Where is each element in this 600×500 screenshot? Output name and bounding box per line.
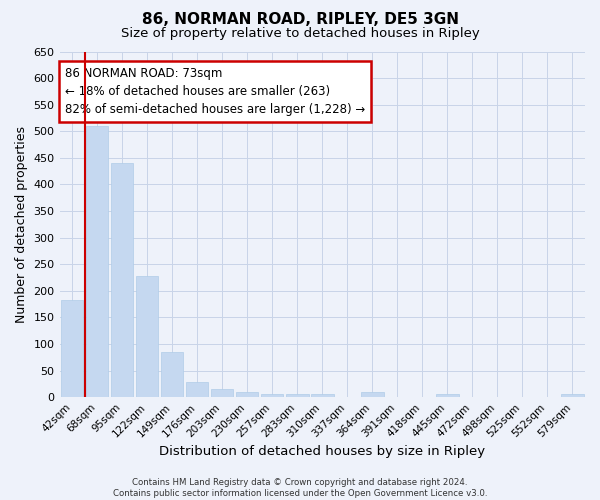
Bar xyxy=(211,389,233,397)
Bar xyxy=(236,392,259,397)
Text: Size of property relative to detached houses in Ripley: Size of property relative to detached ho… xyxy=(121,28,479,40)
Bar xyxy=(286,394,308,397)
X-axis label: Distribution of detached houses by size in Ripley: Distribution of detached houses by size … xyxy=(159,444,485,458)
Bar xyxy=(61,300,83,397)
Text: 86, NORMAN ROAD, RIPLEY, DE5 3GN: 86, NORMAN ROAD, RIPLEY, DE5 3GN xyxy=(142,12,458,28)
Text: 86 NORMAN ROAD: 73sqm
← 18% of detached houses are smaller (263)
82% of semi-det: 86 NORMAN ROAD: 73sqm ← 18% of detached … xyxy=(65,67,365,116)
Bar xyxy=(111,163,133,397)
Bar xyxy=(361,392,383,397)
Text: Contains HM Land Registry data © Crown copyright and database right 2024.
Contai: Contains HM Land Registry data © Crown c… xyxy=(113,478,487,498)
Bar xyxy=(86,126,109,397)
Bar xyxy=(186,382,208,397)
Bar xyxy=(561,394,584,397)
Bar xyxy=(311,394,334,397)
Bar xyxy=(436,394,458,397)
Bar xyxy=(261,394,283,397)
Y-axis label: Number of detached properties: Number of detached properties xyxy=(15,126,28,323)
Bar xyxy=(136,276,158,397)
Bar xyxy=(161,352,184,397)
